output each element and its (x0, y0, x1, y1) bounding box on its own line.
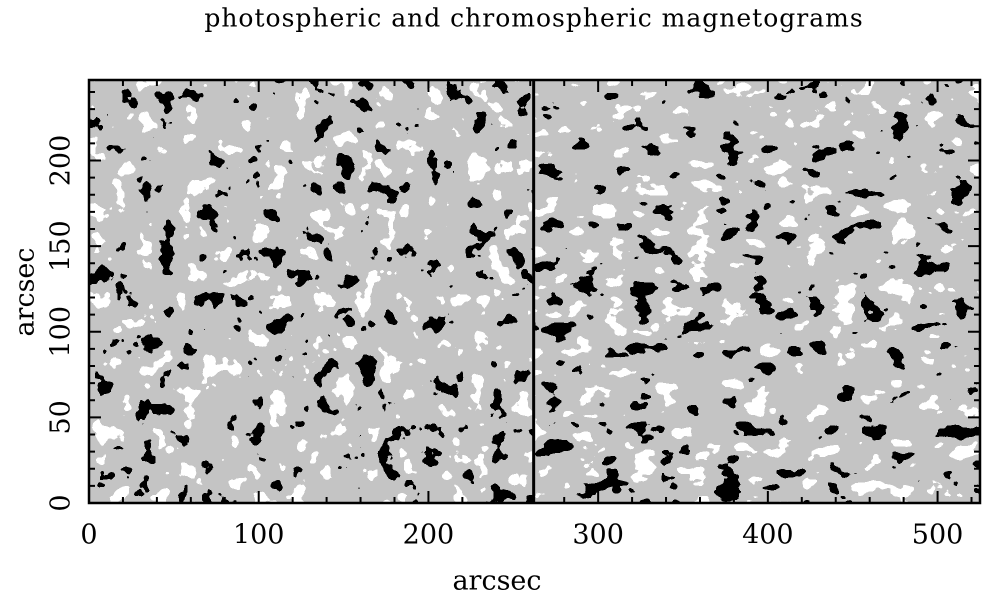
x-tick-label: 0 (80, 520, 97, 551)
x-tick-label: 500 (912, 520, 964, 551)
x-tick-label: 200 (403, 520, 455, 551)
magnetogram-image (89, 80, 980, 503)
y-axis-label: arcsec (10, 247, 41, 336)
y-tick-label: 150 (46, 220, 77, 272)
x-tick-label: 100 (233, 520, 285, 551)
y-tick-label: 50 (46, 400, 77, 434)
y-tick-label: 0 (46, 494, 77, 511)
chart-title: photospheric and chromospheric magnetogr… (204, 4, 863, 33)
x-axis-label: arcsec (452, 566, 541, 597)
y-tick-label: 100 (46, 306, 77, 358)
y-tick-label: 200 (46, 135, 77, 187)
x-tick-label: 400 (742, 520, 794, 551)
chromospheric-panel (533, 80, 980, 503)
photospheric-panel (89, 80, 534, 503)
x-tick-label: 300 (572, 520, 624, 551)
plot-frame (87, 78, 982, 505)
